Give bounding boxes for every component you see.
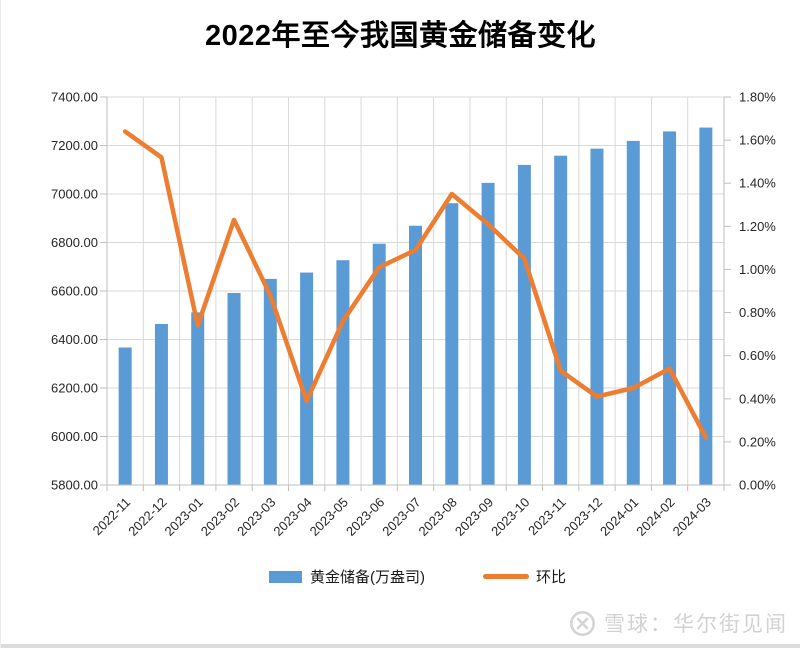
legend-label-gold-reserves: 黄金储备(万盎司) xyxy=(309,569,425,586)
left-axis-label: 6200.00 xyxy=(51,381,98,396)
chart-title: 2022年至今我国黄金储备变化 xyxy=(204,20,596,52)
x-axis-label: 2024-02 xyxy=(633,495,677,539)
x-axis-label: 2023-11 xyxy=(525,495,569,539)
gold-reserve-bar xyxy=(372,243,386,485)
right-axis-label: 1.80% xyxy=(739,90,776,105)
x-axis-label: 2023-01 xyxy=(162,495,206,539)
legend-item-gold-reserves: 黄金储备(万盎司) xyxy=(268,566,425,587)
gold-reserve-bar xyxy=(191,312,205,485)
x-axis-label: 2022-11 xyxy=(90,495,134,539)
x-axis-label: 2023-05 xyxy=(307,495,351,539)
x-axis-label: 2022-12 xyxy=(125,495,169,539)
legend-label-mom-change: 环比 xyxy=(535,569,566,586)
gold-reserve-bar xyxy=(481,182,495,485)
gold-reserve-bar xyxy=(227,292,241,485)
xueqiu-logo-icon xyxy=(570,610,595,636)
mom-change-line xyxy=(122,129,709,440)
watermark: 雪球：华尔街见闻 xyxy=(569,608,788,638)
left-axis-label: 6800.00 xyxy=(51,235,98,250)
gold-reserve-bar xyxy=(409,225,422,485)
bottom-edge-strip xyxy=(1,644,800,648)
right-axis-label: 0.80% xyxy=(739,305,776,320)
left-axis-label: 7000.00 xyxy=(51,187,98,202)
x-axis-label: 2023-10 xyxy=(488,495,532,539)
x-axis-label: 2023-07 xyxy=(379,495,423,539)
right-axis-label: 0.60% xyxy=(739,348,776,363)
x-axis-label: 2023-04 xyxy=(270,495,314,539)
right-axis-label: 1.40% xyxy=(739,176,776,191)
gold-reserve-bar xyxy=(699,127,713,486)
chart-legend: 黄金储备(万盎司) 环比 xyxy=(1,566,800,587)
gold-reserve-bar xyxy=(263,278,277,485)
x-axis-label: 2023-06 xyxy=(343,495,387,539)
x-axis-label: 2023-08 xyxy=(416,495,460,539)
left-axis-label: 7200.00 xyxy=(51,138,98,153)
left-axis-label: 6600.00 xyxy=(51,284,98,299)
gold-reserve-bar xyxy=(445,203,459,485)
legend-item-mom-change: 环比 xyxy=(482,566,566,587)
x-axis-label: 2023-02 xyxy=(198,495,242,539)
x-axis-label: 2023-03 xyxy=(234,495,278,539)
x-axis-label: 2024-03 xyxy=(670,495,714,539)
right-axis-label: 0.00% xyxy=(739,478,776,493)
gold-reserve-bar xyxy=(590,148,604,485)
left-axis-label: 5800.00 xyxy=(51,478,98,493)
x-axis-label: 2023-12 xyxy=(561,495,605,539)
gold-reserve-bar xyxy=(154,323,168,485)
line-swatch-icon xyxy=(482,574,529,579)
left-axis-label: 6400.00 xyxy=(51,332,98,347)
gold-reserve-bar xyxy=(300,272,314,485)
gold-reserve-bar xyxy=(626,140,640,485)
left-axis-label: 6000.00 xyxy=(51,429,98,444)
watermark-text: 雪球：华尔街见闻 xyxy=(604,613,788,636)
right-axis-label: 1.00% xyxy=(739,262,776,277)
gold-reserve-bar xyxy=(663,131,677,485)
right-axis-label: 0.20% xyxy=(739,434,776,449)
right-axis-label: 0.40% xyxy=(739,391,776,406)
x-axis-label: 2024-01 xyxy=(597,495,641,539)
x-axis-label: 2023-09 xyxy=(452,495,496,539)
gold-reserve-bar xyxy=(118,347,132,485)
right-axis-label: 1.60% xyxy=(739,133,776,148)
right-axis-label: 1.20% xyxy=(739,219,776,234)
gold-reserve-bar xyxy=(517,164,531,485)
gold-reserve-bar xyxy=(336,260,350,485)
left-axis-label: 7400.00 xyxy=(51,90,98,105)
gold-reserve-bar xyxy=(554,155,568,485)
bar-swatch-icon xyxy=(268,570,302,583)
